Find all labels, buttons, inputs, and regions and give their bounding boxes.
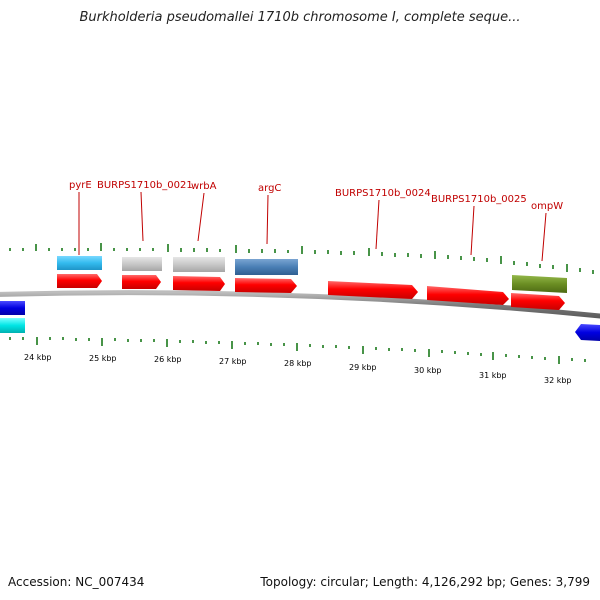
kbp-label: 27 kbp: [219, 357, 247, 366]
gene-label-pyrE[interactable]: pyrE: [69, 180, 92, 191]
wrbA-feature[interactable]: [173, 257, 225, 272]
gene-label-argC[interactable]: argC: [258, 183, 281, 194]
upper-tick-row: [9, 243, 594, 274]
cds-arrow-0025[interactable]: [427, 286, 509, 305]
genome-summary-text: Topology: circular; Length: 4,126,292 bp…: [260, 575, 590, 589]
lower-tick-row: [9, 337, 586, 364]
left-aqua-feature[interactable]: [0, 318, 25, 333]
cds-arrow-pyrE[interactable]: [57, 274, 102, 288]
chromosome-backbone: [0, 290, 600, 319]
gene-0021-feature[interactable]: [122, 257, 162, 271]
pyrE-feature[interactable]: [57, 256, 102, 270]
cds-arrow-0021[interactable]: [122, 275, 161, 289]
kbp-label: 30 kbp: [414, 366, 442, 375]
cds-arrow-0024[interactable]: [328, 281, 418, 299]
gene-label-0024[interactable]: BURPS1710b_0024: [335, 188, 431, 199]
kbp-label: 25 kbp: [89, 354, 117, 363]
gene-label-0021[interactable]: BURPS1710b_0021: [97, 180, 193, 191]
ompW-feature[interactable]: [512, 275, 567, 293]
kbp-label: 24 kbp: [24, 353, 52, 362]
kbp-label: 26 kbp: [154, 355, 182, 364]
accession-text: Accession: NC_007434: [8, 575, 145, 589]
map-title: Burkholderia pseudomallei 1710b chromoso…: [79, 10, 521, 25]
right-blue-feature[interactable]: [575, 324, 600, 341]
gene-label-0025[interactable]: BURPS1710b_0025: [431, 194, 527, 205]
left-blue-feature[interactable]: [0, 301, 25, 315]
kbp-label: 28 kbp: [284, 359, 312, 368]
cds-arrow-ompW[interactable]: [511, 293, 565, 310]
gene-label-wrbA[interactable]: wrbA: [191, 181, 217, 192]
argC-feature[interactable]: [235, 259, 298, 275]
kbp-label: 32 kbp: [544, 376, 572, 385]
cds-arrow-argC[interactable]: [235, 278, 297, 293]
kbp-label: 29 kbp: [349, 363, 377, 372]
cds-arrow-wrbA[interactable]: [173, 276, 225, 291]
kbp-label: 31 kbp: [479, 371, 507, 380]
label-leader-lines: [78, 191, 547, 262]
gene-label-ompW[interactable]: ompW: [531, 201, 563, 212]
